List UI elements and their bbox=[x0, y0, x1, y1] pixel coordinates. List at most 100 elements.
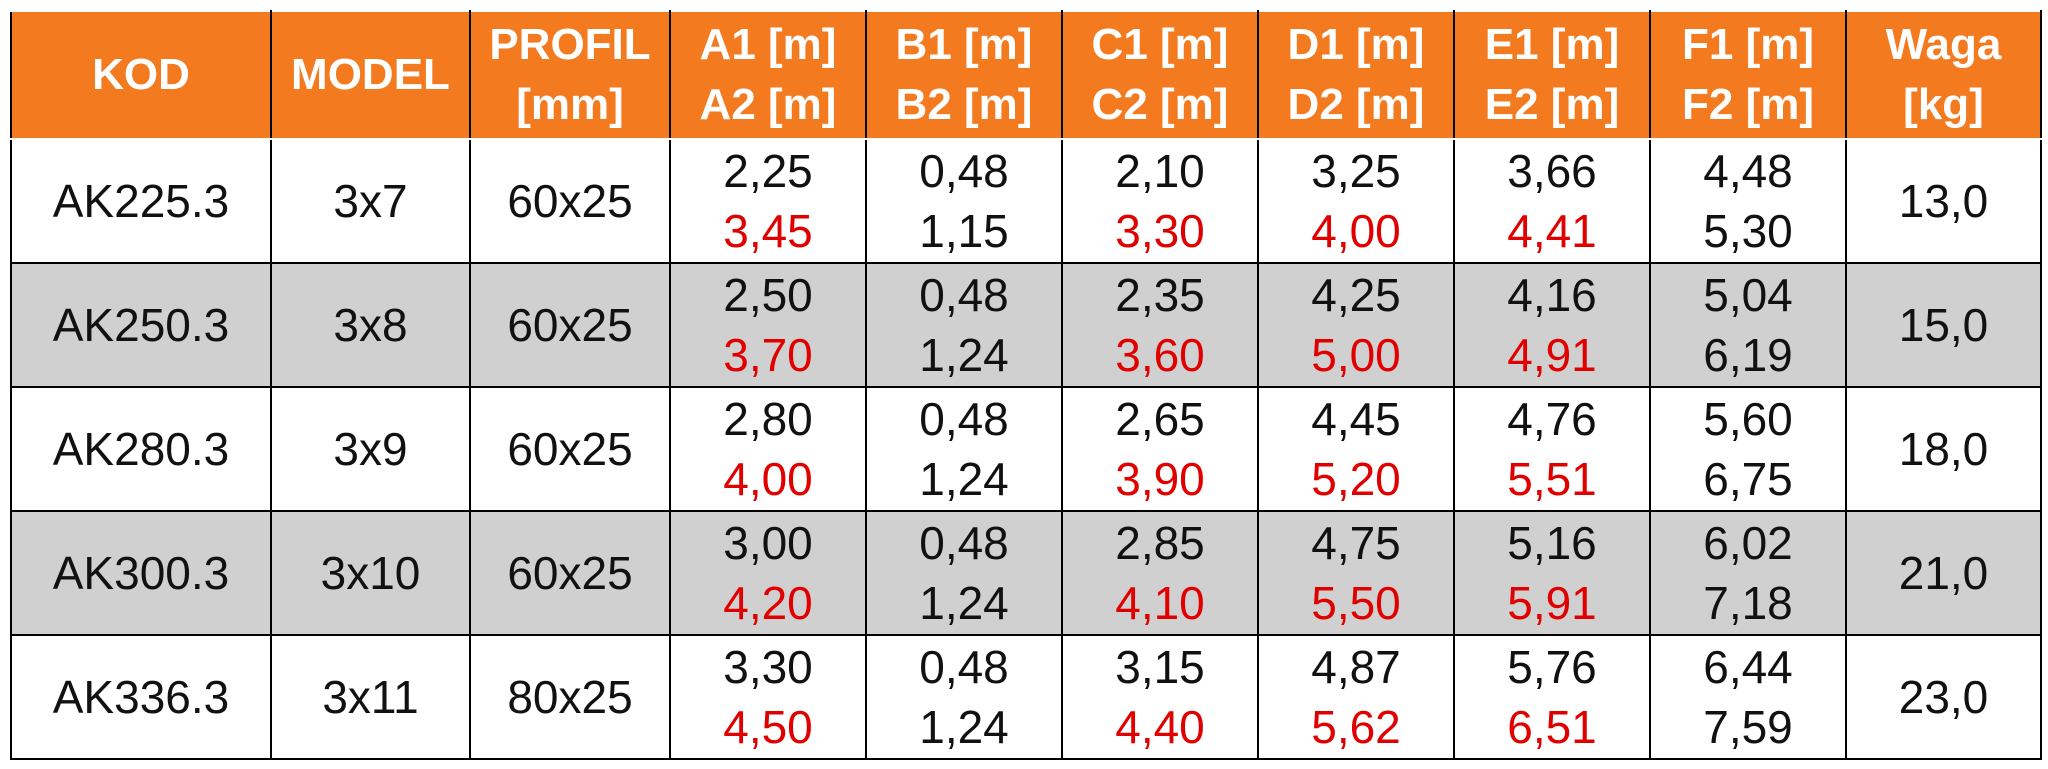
cell-value: 0,48 bbox=[919, 145, 1009, 197]
table-row: AK280.3 3x9 60x25 2,80 4,00 0,48 1,24 2,65 3,90 4… bbox=[10, 386, 2042, 512]
cell: 3x8 bbox=[270, 262, 471, 388]
cell-value: 5,51 bbox=[1507, 453, 1597, 505]
cell-value: 2,10 bbox=[1115, 145, 1205, 197]
cell-value: 1,24 bbox=[919, 701, 1009, 753]
cell-value: 4,45 bbox=[1311, 393, 1401, 445]
cell-value: 6,51 bbox=[1507, 701, 1597, 753]
cell-value: 5,60 bbox=[1703, 393, 1793, 445]
cell: 5,60 6,75 bbox=[1649, 386, 1847, 512]
cell: 13,0 bbox=[1845, 138, 2042, 264]
cell: 3,66 4,41 bbox=[1453, 138, 1651, 264]
cell-value: 3,66 bbox=[1507, 145, 1597, 197]
header-cell: KOD bbox=[10, 10, 272, 140]
cell-value: 4,00 bbox=[1311, 205, 1401, 257]
cell-value: 5,91 bbox=[1507, 577, 1597, 629]
cell-value: 5,00 bbox=[1311, 329, 1401, 381]
cell-value: 2,35 bbox=[1115, 269, 1205, 321]
cell: AK300.3 bbox=[10, 510, 272, 636]
header-cell: D1 [m] D2 [m] bbox=[1257, 10, 1455, 140]
cell-value: 1,24 bbox=[919, 577, 1009, 629]
cell: 60x25 bbox=[469, 386, 671, 512]
cell-value: 4,91 bbox=[1507, 329, 1597, 381]
cell-value: 2,85 bbox=[1115, 517, 1205, 569]
cell: 4,76 5,51 bbox=[1453, 386, 1651, 512]
cell: 4,25 5,00 bbox=[1257, 262, 1455, 388]
cell-value: 5,30 bbox=[1703, 205, 1793, 257]
cell-value: 5,76 bbox=[1507, 641, 1597, 693]
cell: 23,0 bbox=[1845, 634, 2042, 760]
cell-value: 5,16 bbox=[1507, 517, 1597, 569]
cell: AK250.3 bbox=[10, 262, 272, 388]
cell-value: 4,76 bbox=[1507, 393, 1597, 445]
cell-value: 2,80 bbox=[723, 393, 813, 445]
cell-value: 2,25 bbox=[723, 145, 813, 197]
cell: 4,87 5,62 bbox=[1257, 634, 1455, 760]
cell: 3,30 4,50 bbox=[669, 634, 867, 760]
cell-value: 2,50 bbox=[723, 269, 813, 321]
cell-value: 1,15 bbox=[919, 205, 1009, 257]
cell: 3x9 bbox=[270, 386, 471, 512]
cell: 6,44 7,59 bbox=[1649, 634, 1847, 760]
cell-value: 1,24 bbox=[919, 329, 1009, 381]
cell-value: 5,20 bbox=[1311, 453, 1401, 505]
cell-value: 6,44 bbox=[1703, 641, 1793, 693]
cell-value: 6,19 bbox=[1703, 329, 1793, 381]
cell-value: 5,04 bbox=[1703, 269, 1793, 321]
cell: 0,48 1,24 bbox=[865, 634, 1063, 760]
cell: 5,76 6,51 bbox=[1453, 634, 1651, 760]
cell: 0,48 1,24 bbox=[865, 510, 1063, 636]
cell-value: 4,20 bbox=[723, 577, 813, 629]
header-cell: Waga [kg] bbox=[1845, 10, 2042, 140]
cell: 3x11 bbox=[270, 634, 471, 760]
cell: 3,25 4,00 bbox=[1257, 138, 1455, 264]
cell-value: 0,48 bbox=[919, 393, 1009, 445]
cell: 0,48 1,15 bbox=[865, 138, 1063, 264]
cell: 3,00 4,20 bbox=[669, 510, 867, 636]
cell-value: 0,48 bbox=[919, 269, 1009, 321]
header-cell: A1 [m] A2 [m] bbox=[669, 10, 867, 140]
header-row: KOD MODEL PROFIL [mm] A1 [m] A2 [m] B1 [m] B… bbox=[10, 10, 2042, 140]
cell: 5,16 5,91 bbox=[1453, 510, 1651, 636]
cell-value: 3,70 bbox=[723, 329, 813, 381]
cell: AK280.3 bbox=[10, 386, 272, 512]
cell-value: 1,24 bbox=[919, 453, 1009, 505]
cell: 2,85 4,10 bbox=[1061, 510, 1259, 636]
cell-value: 3,30 bbox=[723, 641, 813, 693]
cell-value: 3,30 bbox=[1115, 205, 1205, 257]
header-cell: F1 [m] F2 [m] bbox=[1649, 10, 1847, 140]
cell-value: 3,60 bbox=[1115, 329, 1205, 381]
cell-value: 4,40 bbox=[1115, 701, 1205, 753]
cell: 3x10 bbox=[270, 510, 471, 636]
cell: 4,45 5,20 bbox=[1257, 386, 1455, 512]
cell-value: 0,48 bbox=[919, 641, 1009, 693]
cell: 2,50 3,70 bbox=[669, 262, 867, 388]
header-cell: B1 [m] B2 [m] bbox=[865, 10, 1063, 140]
cell: 18,0 bbox=[1845, 386, 2042, 512]
cell: 15,0 bbox=[1845, 262, 2042, 388]
table-body: AK225.3 3x7 60x25 2,25 3,45 0,48 1,15 2,10 3,30 3… bbox=[10, 138, 2042, 760]
cell-value: 4,00 bbox=[723, 453, 813, 505]
cell-value: 4,87 bbox=[1311, 641, 1401, 693]
cell-value: 3,15 bbox=[1115, 641, 1205, 693]
cell: 3x7 bbox=[270, 138, 471, 264]
cell: 4,75 5,50 bbox=[1257, 510, 1455, 636]
cell-value: 4,41 bbox=[1507, 205, 1597, 257]
header-cell: PROFIL [mm] bbox=[469, 10, 671, 140]
cell: 2,25 3,45 bbox=[669, 138, 867, 264]
cell-value: 2,65 bbox=[1115, 393, 1205, 445]
cell-value: 6,02 bbox=[1703, 517, 1793, 569]
cell: 4,16 4,91 bbox=[1453, 262, 1651, 388]
cell-value: 3,45 bbox=[723, 205, 813, 257]
cell: 3,15 4,40 bbox=[1061, 634, 1259, 760]
cell: 2,35 3,60 bbox=[1061, 262, 1259, 388]
table-row: AK250.3 3x8 60x25 2,50 3,70 0,48 1,24 2,35 3,60 4… bbox=[10, 262, 2042, 388]
table-row: AK225.3 3x7 60x25 2,25 3,45 0,48 1,15 2,10 3,30 3… bbox=[10, 138, 2042, 264]
cell: 2,10 3,30 bbox=[1061, 138, 1259, 264]
table-row: AK336.3 3x11 80x25 3,30 4,50 0,48 1,24 3,15 4,40… bbox=[10, 634, 2042, 760]
cell: 80x25 bbox=[469, 634, 671, 760]
cell: 6,02 7,18 bbox=[1649, 510, 1847, 636]
cell-value: 4,16 bbox=[1507, 269, 1597, 321]
cell-value: 5,62 bbox=[1311, 701, 1401, 753]
cell: AK225.3 bbox=[10, 138, 272, 264]
